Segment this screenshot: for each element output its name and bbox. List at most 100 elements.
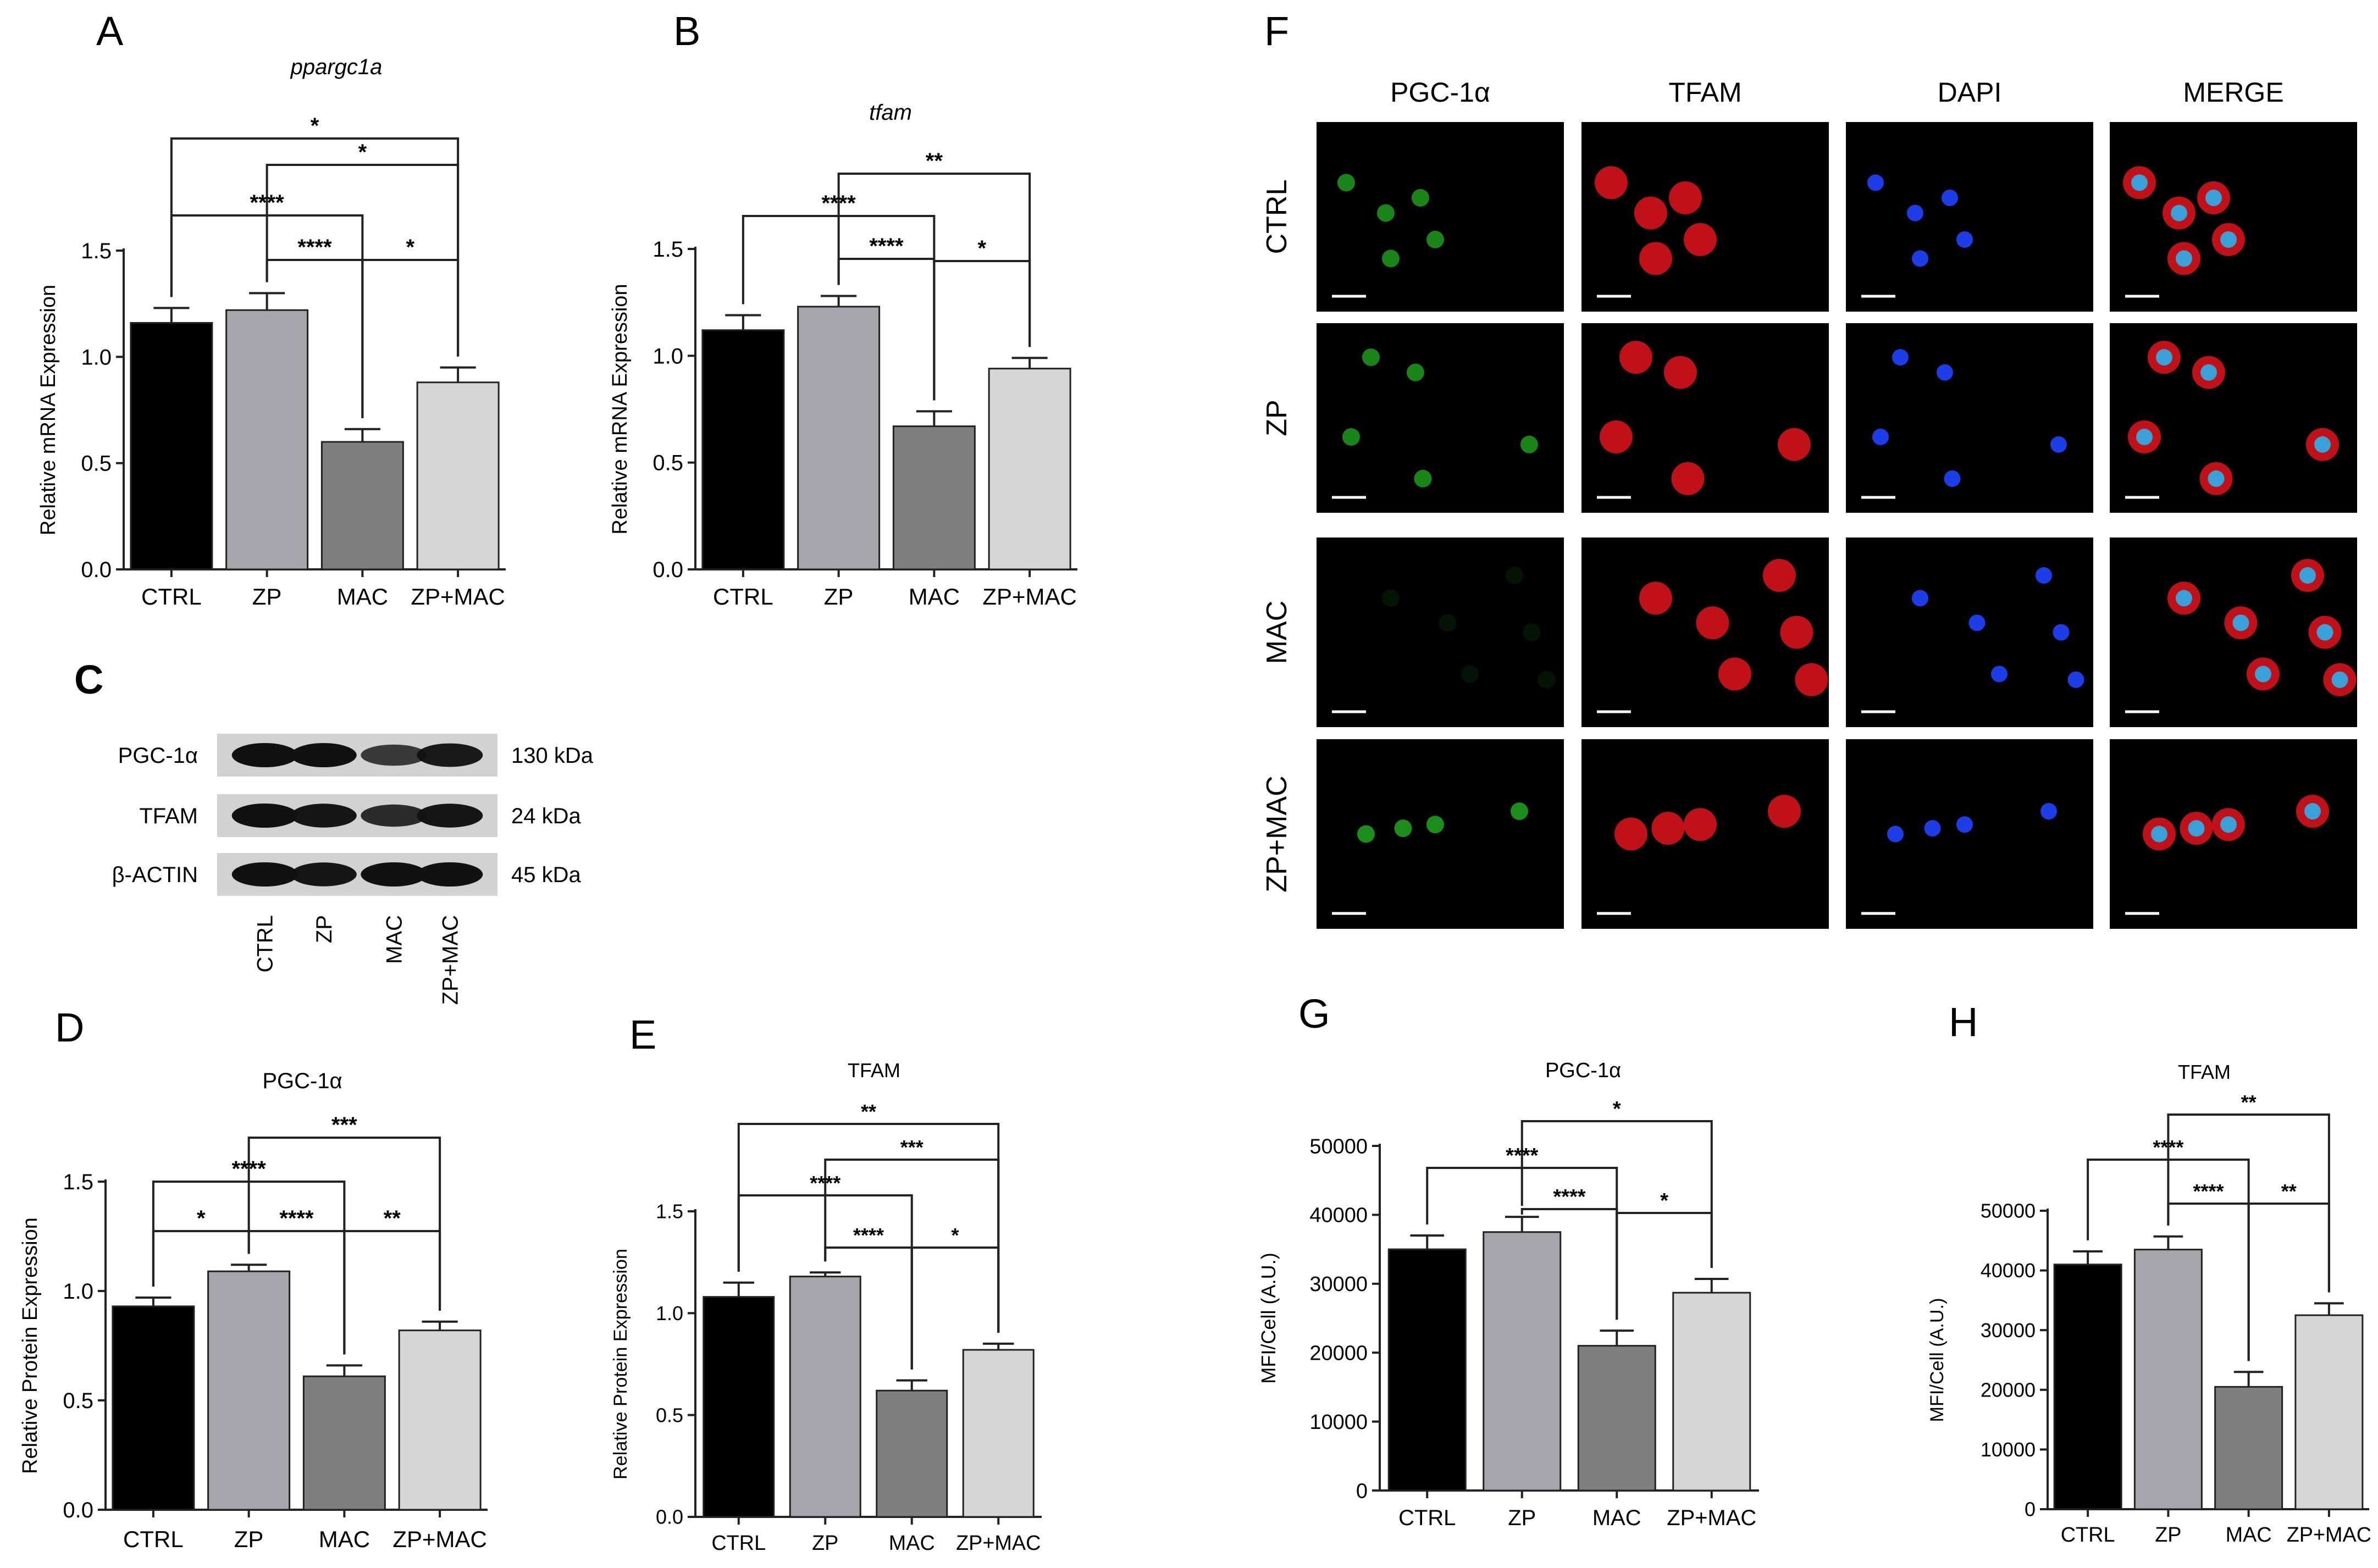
- y-tick-label: 10000: [1981, 1438, 2036, 1461]
- y-tick-label: 10000: [1309, 1411, 1368, 1434]
- significance-label: **: [926, 149, 943, 173]
- panel-label-H: H: [1949, 999, 1978, 1045]
- channel-label: TFAM: [1668, 77, 1741, 108]
- pgc1a-signal: [1506, 567, 1523, 584]
- x-tick-label-ctrl: CTRL: [1398, 1506, 1456, 1530]
- x-tick-label-ctrl: CTRL: [713, 584, 773, 610]
- y-axis-label: Relative mRNA Expression: [37, 285, 60, 535]
- pgc1a-signal: [1511, 802, 1528, 821]
- x-tick-label-ctrl: CTRL: [141, 584, 202, 610]
- y-tick-label: 0.0: [63, 1498, 93, 1522]
- micrograph-zp-mac-dapi: [1846, 739, 2093, 929]
- dapi-signal: [1968, 614, 1986, 631]
- channel-label: MERGE: [2183, 77, 2283, 108]
- group-label: CTRL: [1261, 180, 1293, 254]
- significance-label: *: [951, 1224, 959, 1246]
- x-tick-label-ctrl: CTRL: [123, 1526, 184, 1552]
- y-tick-label: 0.0: [656, 1506, 683, 1528]
- micrograph-zp-tfam: [1581, 323, 1829, 513]
- chart-title: ppargc1a: [290, 55, 383, 79]
- significance-label: **: [2281, 1180, 2297, 1203]
- blot-band: [231, 804, 298, 828]
- y-axis-label: Relative Protein Expression: [19, 1217, 42, 1474]
- blot-band: [417, 862, 483, 886]
- blot-protein-label: β-ACTIN: [112, 863, 198, 887]
- merge-nucleus-signal: [2188, 820, 2205, 837]
- channel-label: DAPI: [1938, 77, 2002, 108]
- y-tick-label: 1.5: [652, 237, 683, 262]
- x-tick-label-ctrl: CTRL: [2061, 1523, 2115, 1547]
- chart-A: ppargc1a 0.0 0.5 1.0 1.5 Relative mRNA Expres…: [37, 55, 506, 610]
- significance-label: *: [358, 140, 367, 164]
- y-tick-label: 0.5: [63, 1389, 93, 1413]
- x-tick-label-mac: MAC: [1592, 1506, 1641, 1530]
- significance-label: *: [311, 114, 319, 138]
- dapi-signal: [2067, 671, 2084, 688]
- chart-title: PGC-1α: [1545, 1059, 1621, 1082]
- significance-label: ***: [331, 1113, 357, 1137]
- x-tick-label-zp: ZP: [234, 1526, 264, 1552]
- significance-label: *: [406, 235, 414, 259]
- microscopy-panel: PGC-1α TFAM DAPI MERGE CTRL ZP MAC ZP+MAC: [1261, 77, 2357, 929]
- micrograph-mac-pgc-1: [1317, 538, 1564, 727]
- bar-mac: [1577, 1345, 1656, 1492]
- bar-ctrl: [1387, 1248, 1467, 1492]
- significance-label: **: [2241, 1091, 2257, 1113]
- y-axis-label: Relative mRNA Expression: [609, 284, 632, 534]
- merge-nucleus-signal: [2208, 470, 2225, 487]
- significance-label: ****: [250, 191, 284, 215]
- bar-ctrl: [130, 322, 213, 570]
- pgc1a-signal: [1337, 174, 1355, 192]
- y-tick-label: 1.5: [63, 1170, 93, 1194]
- merge-nucleus-signal: [2171, 204, 2187, 221]
- x-tick-label-zp: ZP: [252, 584, 282, 610]
- significance-bracket: [343, 1230, 441, 1355]
- bar-zp-mac: [1672, 1292, 1751, 1492]
- merge-nucleus-signal: [2304, 803, 2321, 820]
- x-tick-label-mac: MAC: [319, 1526, 370, 1552]
- significance-label: ****: [2153, 1136, 2183, 1159]
- dapi-signal: [1907, 204, 1923, 221]
- blot-protein-label: TFAM: [139, 804, 198, 828]
- blot-lane-label: ZP+MAC: [438, 915, 462, 1005]
- bar-ctrl: [703, 1296, 775, 1518]
- bar-zp-mac: [416, 381, 500, 570]
- pgc1a-signal: [1382, 589, 1400, 607]
- significance-label: **: [384, 1206, 401, 1231]
- pgc1a-signal: [1357, 825, 1375, 843]
- significance-bracket: [2247, 1203, 2330, 1361]
- significance-label: *: [1660, 1189, 1668, 1212]
- bar-zp-mac: [398, 1329, 482, 1511]
- bar-zp: [2133, 1249, 2203, 1510]
- tfam-signal: [1768, 795, 1801, 828]
- tfam-signal: [1718, 657, 1751, 691]
- pgc1a-signal: [1342, 428, 1360, 446]
- y-axis-label: MFI/Cell (A.U.): [1927, 1298, 1948, 1422]
- bar-mac: [876, 1389, 948, 1518]
- panel-label-C: C: [74, 657, 103, 702]
- x-tick-label-zp: ZP: [812, 1532, 838, 1555]
- y-tick-label: 0.5: [652, 451, 683, 475]
- chart-title: TFAM: [848, 1059, 900, 1082]
- significance-label: *: [197, 1206, 206, 1231]
- x-tick-label-zp-mac: ZP+MAC: [1667, 1506, 1756, 1530]
- tfam-signal: [1780, 616, 1813, 649]
- panel-label-B: B: [673, 8, 700, 54]
- dapi-signal: [1942, 190, 1958, 206]
- significance-label: ****: [231, 1157, 266, 1181]
- bar-zp: [789, 1276, 861, 1518]
- dapi-signal: [2053, 624, 2070, 641]
- x-tick-label-mac: MAC: [337, 584, 388, 610]
- y-axis-label: Relative Protein Expression: [610, 1249, 631, 1480]
- significance-bracket: [247, 1137, 441, 1311]
- significance-label: **: [861, 1100, 876, 1123]
- panel-label-D: D: [55, 1005, 84, 1050]
- bar-zp-mac: [962, 1349, 1035, 1518]
- pgc1a-signal: [1362, 348, 1380, 367]
- merge-nucleus-signal: [2205, 190, 2222, 206]
- tfam-signal: [1595, 166, 1628, 200]
- pgc1a-signal: [1439, 614, 1457, 632]
- pgc1a-signal: [1461, 665, 1479, 683]
- blot-size-label: 24 kDa: [511, 804, 581, 828]
